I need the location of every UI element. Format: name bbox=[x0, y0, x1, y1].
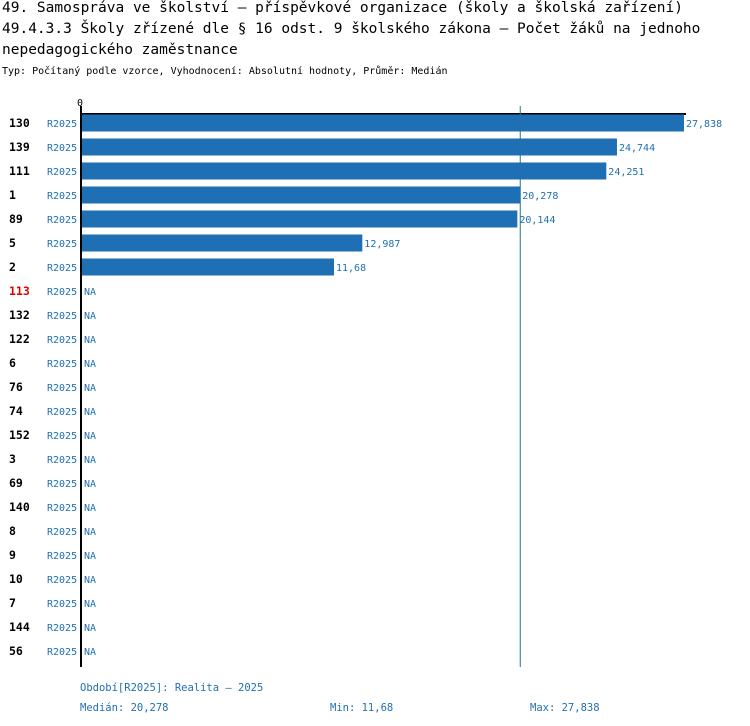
row-id-label: 89 bbox=[9, 212, 23, 226]
row-series-tag: R2025 bbox=[47, 551, 77, 562]
row-id-label: 74 bbox=[9, 404, 23, 418]
row-series-tag: R2025 bbox=[47, 215, 77, 226]
footer-min: Min: 11,68 bbox=[330, 702, 394, 714]
row-id-label: 9 bbox=[9, 548, 16, 562]
row-series-tag: R2025 bbox=[47, 311, 77, 322]
bar-value-label: 24,251 bbox=[608, 167, 644, 178]
row-series-tag: R2025 bbox=[47, 503, 77, 514]
row-series-tag: R2025 bbox=[47, 407, 77, 418]
na-value-label: NA bbox=[84, 575, 96, 586]
row-id-label: 76 bbox=[9, 380, 23, 394]
bar-value-label: 12,987 bbox=[364, 239, 400, 250]
na-value-label: NA bbox=[84, 383, 96, 394]
row-series-tag: R2025 bbox=[47, 263, 77, 274]
row-id-label: 122 bbox=[9, 332, 30, 346]
row-id-label: 2 bbox=[9, 260, 16, 274]
chart-title-line-1: 49. Samospráva ve školství – příspěvkové… bbox=[2, 0, 683, 16]
row-id-label: 8 bbox=[9, 524, 16, 538]
row-id-label: 130 bbox=[9, 116, 30, 130]
footer-period: Období[R2025]: Realita – 2025 bbox=[80, 682, 264, 694]
row-series-tag: R2025 bbox=[47, 191, 77, 202]
bar-value-label: 20,144 bbox=[519, 215, 555, 226]
chart-title-line-2: 49.4.3.3 Školy zřízené dle § 16 odst. 9 … bbox=[2, 21, 701, 37]
row-series-tag: R2025 bbox=[47, 647, 77, 658]
bar-value-label: 20,278 bbox=[522, 191, 558, 202]
na-value-label: NA bbox=[84, 455, 96, 466]
bar-value-label: 27,838 bbox=[686, 119, 722, 130]
row-id-label: 140 bbox=[9, 500, 30, 514]
row-id-label: 69 bbox=[9, 476, 23, 490]
row-series-tag: R2025 bbox=[47, 431, 77, 442]
bar-130 bbox=[81, 114, 684, 132]
na-value-label: NA bbox=[84, 551, 96, 562]
row-id-label: 56 bbox=[9, 644, 23, 658]
bar-1 bbox=[81, 186, 521, 204]
bar-5 bbox=[81, 234, 363, 252]
na-value-label: NA bbox=[84, 311, 96, 322]
row-series-tag: R2025 bbox=[47, 167, 77, 178]
na-value-label: NA bbox=[84, 431, 96, 442]
row-id-label: 111 bbox=[9, 164, 30, 178]
row-series-tag: R2025 bbox=[47, 239, 77, 250]
row-id-label: 6 bbox=[9, 356, 16, 370]
row-series-tag: R2025 bbox=[47, 527, 77, 538]
na-value-label: NA bbox=[84, 407, 96, 418]
row-series-tag: R2025 bbox=[47, 383, 77, 394]
row-series-tag: R2025 bbox=[47, 287, 77, 298]
bar-2 bbox=[81, 258, 335, 276]
row-series-tag: R2025 bbox=[47, 575, 77, 586]
row-id-label: 3 bbox=[9, 452, 16, 466]
row-id-label: 152 bbox=[9, 428, 30, 442]
na-value-label: NA bbox=[84, 359, 96, 370]
na-value-label: NA bbox=[84, 479, 96, 490]
chart-title-line-3: nepedagogického zaměstnance bbox=[2, 42, 238, 58]
row-series-tag: R2025 bbox=[47, 359, 77, 370]
footer-median: Medián: 20,278 bbox=[80, 702, 169, 714]
row-series-tag: R2025 bbox=[47, 623, 77, 634]
na-value-label: NA bbox=[84, 623, 96, 634]
row-series-tag: R2025 bbox=[47, 479, 77, 490]
bar-value-label: 11,68 bbox=[336, 263, 366, 274]
row-series-tag: R2025 bbox=[47, 599, 77, 610]
na-value-label: NA bbox=[84, 647, 96, 658]
row-id-label: 10 bbox=[9, 572, 23, 586]
axis-zero-label: 0 bbox=[77, 98, 83, 109]
na-value-label: NA bbox=[84, 503, 96, 514]
row-id-label: 7 bbox=[9, 596, 16, 610]
row-series-tag: R2025 bbox=[47, 455, 77, 466]
na-value-label: NA bbox=[84, 599, 96, 610]
bar-111 bbox=[81, 162, 607, 180]
row-id-label: 139 bbox=[9, 140, 30, 154]
bar-139 bbox=[81, 138, 617, 156]
na-value-label: NA bbox=[84, 527, 96, 538]
row-id-label: 113 bbox=[9, 284, 30, 298]
row-id-label: 132 bbox=[9, 308, 30, 322]
row-id-label: 144 bbox=[9, 620, 30, 634]
chart-subtitle: Typ: Počítaný podle vzorce, Vyhodnocení:… bbox=[2, 66, 448, 77]
bar-89 bbox=[81, 210, 518, 228]
na-value-label: NA bbox=[84, 335, 96, 346]
row-series-tag: R2025 bbox=[47, 335, 77, 346]
footer-max: Max: 27,838 bbox=[530, 702, 600, 714]
row-series-tag: R2025 bbox=[47, 119, 77, 130]
bar-value-label: 24,744 bbox=[619, 143, 655, 154]
row-id-label: 1 bbox=[9, 188, 16, 202]
row-series-tag: R2025 bbox=[47, 143, 77, 154]
row-id-label: 5 bbox=[9, 236, 16, 250]
na-value-label: NA bbox=[84, 287, 96, 298]
